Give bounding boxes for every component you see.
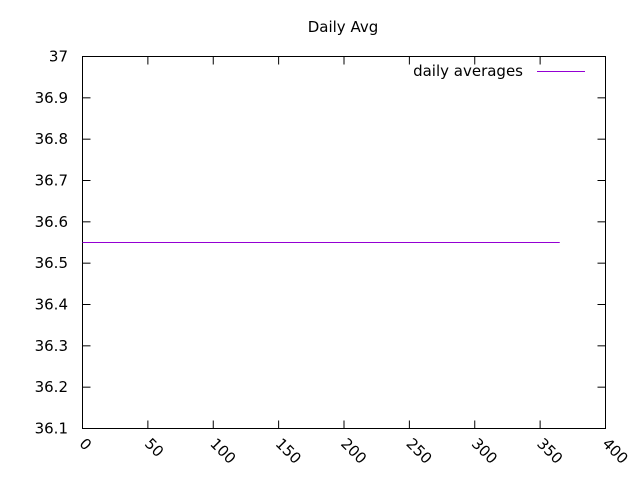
y-tick-label: 36.4 [35, 296, 68, 314]
x-tick-label: 250 [403, 435, 436, 468]
y-tick-label: 36.1 [35, 420, 68, 438]
x-tick-label: 200 [337, 435, 370, 468]
x-axis: 0 50 100 150 200 250 300 350 400 [76, 56, 632, 468]
x-tick-label: 50 [141, 435, 167, 461]
y-axis: 36.1 36.2 36.3 36.4 36.5 36.6 36.7 36.8 36.9 37 [35, 48, 606, 438]
y-tick-label: 36.8 [35, 130, 68, 148]
x-tick-label: 350 [533, 435, 566, 468]
x-tick-label: 150 [272, 435, 305, 468]
x-tick-label: 400 [599, 435, 632, 468]
legend-label: daily averages [413, 62, 523, 80]
y-tick-label: 36.3 [35, 337, 68, 355]
y-tick-label: 36.2 [35, 378, 68, 396]
x-tick-label: 0 [76, 435, 95, 454]
x-tick-label: 100 [206, 435, 239, 468]
x-tick-label: 300 [468, 435, 501, 468]
y-tick-label: 36.5 [35, 254, 68, 272]
legend: daily averages [413, 62, 585, 80]
y-tick-label: 36.7 [35, 172, 68, 190]
chart-title: Daily Avg [308, 18, 379, 36]
y-tick-label: 37 [49, 48, 68, 66]
y-tick-label: 36.6 [35, 213, 68, 231]
y-tick-label: 36.9 [35, 89, 68, 107]
